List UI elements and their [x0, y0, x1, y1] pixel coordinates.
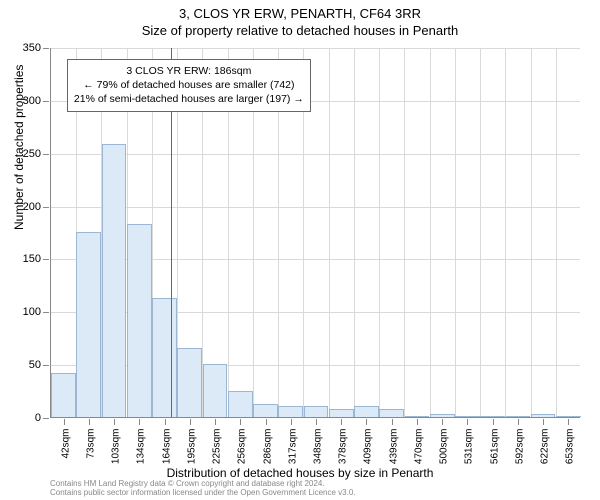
y-tick-label: 300	[23, 95, 51, 107]
chart-title-2: Size of property relative to detached ho…	[0, 21, 600, 38]
x-tick	[366, 419, 367, 425]
histogram-bar	[76, 232, 101, 417]
histogram-bar	[177, 348, 202, 417]
histogram-bar	[203, 364, 228, 417]
y-tick-label: 150	[23, 253, 51, 265]
x-tick	[114, 419, 115, 425]
histogram-bar	[531, 414, 556, 417]
x-tick	[543, 419, 544, 425]
x-tick	[518, 419, 519, 425]
y-tick-label: 50	[29, 359, 51, 371]
histogram-bar	[51, 373, 76, 417]
histogram-bar	[152, 298, 177, 417]
x-tick	[392, 419, 393, 425]
x-tick	[215, 419, 216, 425]
x-tick	[316, 419, 317, 425]
x-tick	[139, 419, 140, 425]
gridline-v	[455, 48, 456, 417]
x-tick	[266, 419, 267, 425]
gridline-v	[556, 48, 557, 417]
gridline-v	[430, 48, 431, 417]
annotation-box: 3 CLOS YR ERW: 186sqm← 79% of detached h…	[67, 59, 311, 112]
x-tick	[190, 419, 191, 425]
histogram-bar	[228, 391, 253, 417]
histogram-bar	[556, 416, 581, 417]
attribution: Contains HM Land Registry data © Crown c…	[50, 480, 590, 498]
histogram-bar	[329, 409, 354, 417]
y-tick-label: 350	[23, 42, 51, 54]
x-tick	[291, 419, 292, 425]
plot-region: 05010015020025030035042sqm73sqm103sqm134…	[50, 48, 580, 418]
histogram-bar	[455, 416, 480, 417]
histogram-bar	[480, 416, 505, 417]
histogram-bar	[278, 406, 303, 417]
histogram-bar	[127, 224, 152, 417]
histogram-bar	[253, 404, 278, 417]
y-tick-label: 0	[35, 412, 51, 424]
x-tick	[417, 419, 418, 425]
gridline-h	[51, 207, 580, 208]
x-tick	[165, 419, 166, 425]
y-tick-label: 250	[23, 148, 51, 160]
histogram-bar	[506, 416, 531, 417]
chart-area: 05010015020025030035042sqm73sqm103sqm134…	[50, 48, 580, 418]
x-tick	[493, 419, 494, 425]
chart-title-1: 3, CLOS YR ERW, PENARTH, CF64 3RR	[0, 0, 600, 21]
gridline-v	[379, 48, 380, 417]
gridline-h	[51, 154, 580, 155]
x-tick	[442, 419, 443, 425]
histogram-bar	[304, 406, 329, 417]
x-tick	[341, 419, 342, 425]
annotation-line: ← 79% of detached houses are smaller (74…	[74, 78, 304, 92]
gridline-h	[51, 48, 580, 49]
histogram-bar	[430, 414, 455, 417]
x-tick	[89, 419, 90, 425]
annotation-line: 21% of semi-detached houses are larger (…	[74, 92, 304, 106]
histogram-bar	[405, 416, 430, 417]
gridline-v	[404, 48, 405, 417]
histogram-bar	[354, 406, 379, 417]
y-tick-label: 200	[23, 201, 51, 213]
gridline-v	[505, 48, 506, 417]
y-tick-label: 100	[23, 306, 51, 318]
x-tick	[64, 419, 65, 425]
histogram-bar	[379, 409, 404, 417]
annotation-line: 3 CLOS YR ERW: 186sqm	[74, 64, 304, 78]
x-tick	[467, 419, 468, 425]
x-tick	[240, 419, 241, 425]
gridline-v	[329, 48, 330, 417]
attribution-line-2: Contains public sector information licen…	[50, 489, 590, 498]
x-tick	[568, 419, 569, 425]
gridline-v	[531, 48, 532, 417]
x-axis-label: Distribution of detached houses by size …	[0, 466, 600, 480]
gridline-v	[480, 48, 481, 417]
histogram-bar	[102, 144, 127, 417]
gridline-v	[354, 48, 355, 417]
